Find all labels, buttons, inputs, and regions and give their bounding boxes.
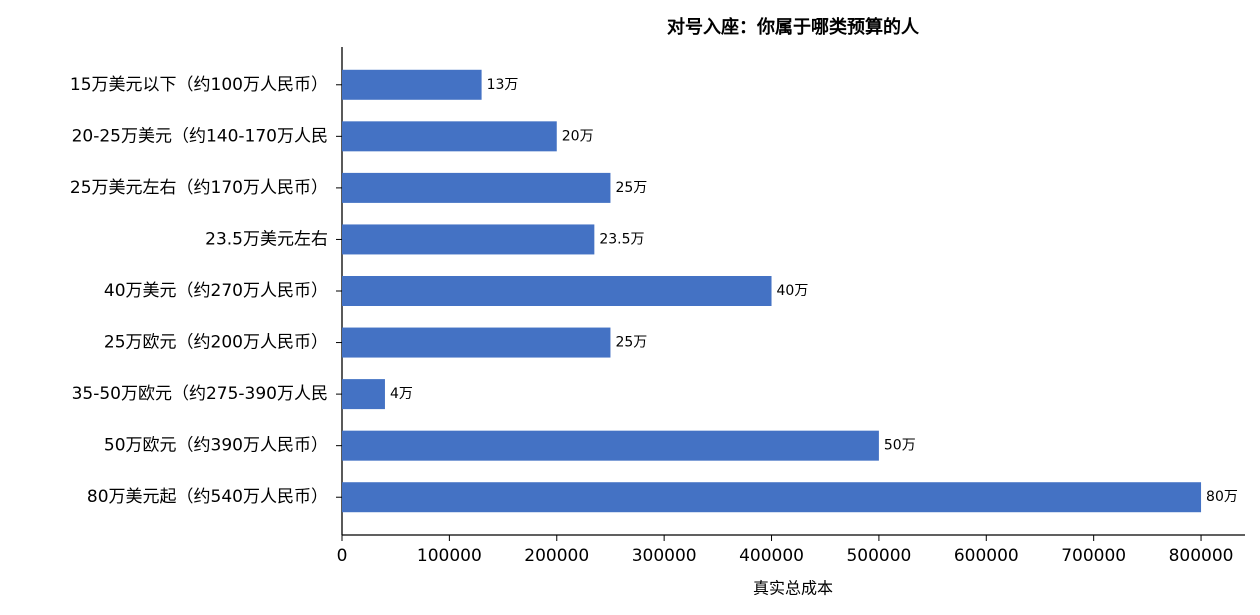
x-tick-label: 100000 bbox=[417, 546, 482, 566]
value-label: 50万 bbox=[884, 438, 916, 454]
x-tick-label: 500000 bbox=[846, 546, 911, 566]
y-tick-label: 23.5万美元左右 bbox=[205, 229, 328, 249]
y-tick-label: 50万欧元（约390万人民币） bbox=[104, 436, 328, 456]
value-label: 23.5万 bbox=[599, 231, 644, 247]
bar bbox=[342, 172, 611, 203]
value-label: 25万 bbox=[615, 180, 647, 196]
x-tick-label: 600000 bbox=[954, 546, 1019, 566]
bar bbox=[342, 121, 557, 152]
value-label: 40万 bbox=[777, 283, 809, 299]
x-tick-label: 700000 bbox=[1061, 546, 1126, 566]
chart-title: 对号入座：你属于哪类预算的人 bbox=[667, 16, 920, 38]
value-label: 80万 bbox=[1206, 489, 1238, 505]
y-tick-label: 35-50万欧元（约275-390万人民 bbox=[72, 384, 328, 404]
y-tick-label: 20-25万美元（约140-170万人民 bbox=[72, 126, 328, 146]
value-label: 13万 bbox=[487, 77, 519, 93]
x-axis-label: 真实总成本 bbox=[753, 579, 833, 598]
x-tick-label: 800000 bbox=[1169, 546, 1234, 566]
y-tick-label: 40万美元（约270万人民币） bbox=[104, 281, 328, 301]
y-tick-label: 25万欧元（约200万人民币） bbox=[104, 333, 328, 353]
x-tick-label: 400000 bbox=[739, 546, 804, 566]
bar bbox=[342, 430, 879, 461]
bar bbox=[342, 482, 1202, 513]
bar bbox=[342, 69, 482, 100]
value-label: 20万 bbox=[562, 128, 594, 144]
bar bbox=[342, 276, 772, 306]
bar bbox=[342, 224, 595, 255]
y-tick-label: 15万美元以下（约100万人民币） bbox=[70, 75, 328, 95]
y-tick-label: 80万美元起（约540万人民币） bbox=[87, 487, 328, 507]
value-label: 25万 bbox=[615, 335, 647, 351]
bar bbox=[342, 327, 611, 358]
x-tick-label: 200000 bbox=[524, 546, 589, 566]
y-tick-label: 25万美元左右（约170万人民币） bbox=[70, 178, 328, 198]
bar bbox=[342, 379, 385, 410]
x-tick-label: 0 bbox=[337, 546, 348, 566]
value-label: 4万 bbox=[390, 386, 413, 402]
x-tick-label: 300000 bbox=[632, 546, 697, 566]
